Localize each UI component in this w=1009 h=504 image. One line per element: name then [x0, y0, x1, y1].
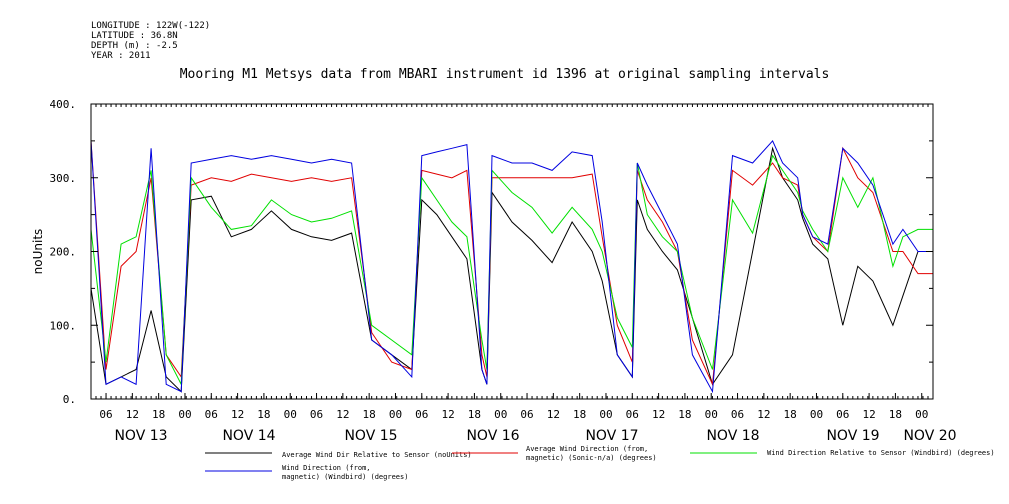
- x-hour-label: 06: [415, 408, 428, 421]
- x-hour-label: 06: [99, 408, 112, 421]
- x-hour-label: 00: [599, 408, 612, 421]
- x-hour-label: 18: [678, 408, 691, 421]
- x-hour-label: 06: [205, 408, 218, 421]
- x-hour-label: 12: [652, 408, 665, 421]
- x-hour-label: 06: [731, 408, 744, 421]
- plot-frame: [90, 103, 934, 400]
- legend-label-3: Wind Direction Relative to Sensor (Windb…: [767, 449, 995, 457]
- x-hour-label: 06: [836, 408, 849, 421]
- x-hour-label: 18: [889, 408, 902, 421]
- x-day-label: NOV 19: [826, 428, 879, 444]
- legend-group: Average Wind Dir Relative to Sensor (noU…: [205, 445, 995, 481]
- depth-label: DEPTH (m) : -2.5: [91, 41, 178, 51]
- x-hour-label: 00: [389, 408, 402, 421]
- x-hour-label: 06: [626, 408, 639, 421]
- x-hour-label: 00: [915, 408, 928, 421]
- y-tick-label: 100.: [50, 319, 77, 332]
- x-hour-label: 00: [494, 408, 507, 421]
- x-hour-label: 18: [363, 408, 376, 421]
- x-hour-label: 12: [862, 408, 875, 421]
- axes-group: 0. 100. 200. 300. 400. noUnits 06 12 18 00 06 12 18 0…: [31, 98, 957, 444]
- plot-series-group: [90, 139, 933, 394]
- x-hour-label: 12: [231, 408, 244, 421]
- series-line-4: [90, 139, 933, 394]
- x-hour-label: 18: [152, 408, 165, 421]
- legend-label-2: magnetic) (Sonic-n/a) (degrees): [526, 454, 657, 462]
- y-tick-label: 400.: [50, 98, 77, 111]
- latitude-label: LATITUDE : 36.8N: [91, 31, 178, 41]
- x-hour-label: 00: [810, 408, 823, 421]
- x-hour-label: 12: [547, 408, 560, 421]
- legend-label-4: magnetic) (Windbird) (degrees): [282, 473, 408, 481]
- legend-label-2: Average Wind Direction (from,: [526, 445, 648, 453]
- x-hour-label: 12: [126, 408, 139, 421]
- x-day-label: NOV 18: [706, 428, 759, 444]
- chart-title: Mooring M1 Metsys data from MBARI instru…: [179, 67, 830, 82]
- x-hour-label: 12: [757, 408, 770, 421]
- y-tick-label: 300.: [50, 172, 77, 185]
- x-day-label: NOV 14: [222, 428, 275, 444]
- series-line-2: [90, 140, 933, 387]
- x-hour-label: 18: [468, 408, 481, 421]
- x-hour-label: 06: [520, 408, 533, 421]
- x-hour-label: 06: [310, 408, 323, 421]
- y-axis-label: noUnits: [31, 229, 45, 275]
- series-line-1: [90, 146, 933, 393]
- y-tick-label: 0.: [63, 393, 76, 406]
- x-hour-label: 18: [573, 408, 586, 421]
- x-hour-label: 18: [784, 408, 797, 421]
- x-day-label: NOV 13: [114, 428, 167, 444]
- legend-label-1: Average Wind Dir Relative to Sensor (noU…: [282, 451, 472, 459]
- x-day-label: NOV 15: [344, 428, 397, 444]
- series-line-3: [90, 154, 933, 387]
- x-hour-label: 00: [705, 408, 718, 421]
- x-hour-label: 00: [284, 408, 297, 421]
- x-hour-label: 12: [441, 408, 454, 421]
- year-label: YEAR : 2011: [91, 51, 151, 61]
- legend-label-4: Wind Direction (from,: [282, 464, 371, 472]
- x-day-label: NOV 17: [585, 428, 638, 444]
- longitude-label: LONGITUDE : 122W(-122): [91, 21, 211, 31]
- x-hour-label: 18: [257, 408, 270, 421]
- y-tick-label: 200.: [50, 246, 77, 259]
- x-day-label: NOV 20: [903, 428, 956, 444]
- x-hour-label: 12: [336, 408, 349, 421]
- x-hour-label: 00: [178, 408, 191, 421]
- x-day-label: NOV 16: [466, 428, 519, 444]
